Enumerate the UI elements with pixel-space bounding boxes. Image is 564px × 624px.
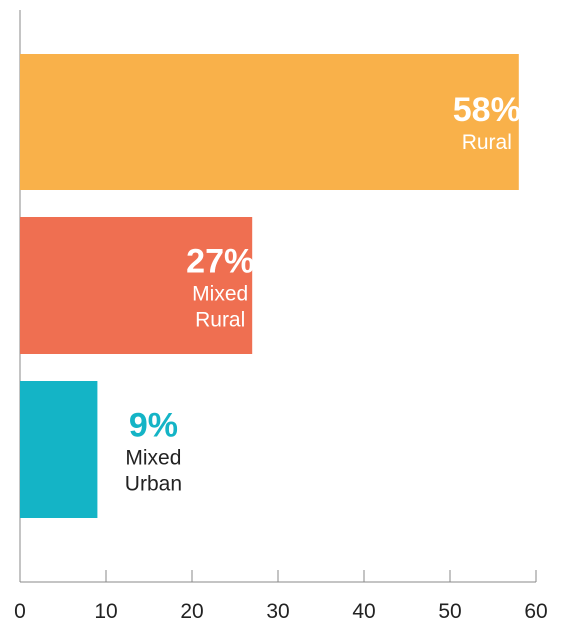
- x-tick-label: 10: [94, 600, 117, 623]
- bar-value-label: 27%: [186, 243, 254, 281]
- bar-value-label: 58%: [453, 91, 521, 129]
- bar-category-label: Mixed: [125, 447, 181, 470]
- x-tick-label: 50: [438, 600, 461, 623]
- x-tick-label: 20: [180, 600, 203, 623]
- bar: [20, 54, 519, 190]
- bar: [20, 217, 253, 354]
- x-axis-ticks: 0 10 20 30 40 50 60: [14, 570, 548, 623]
- bar-category-label: Mixed: [192, 283, 248, 306]
- x-tick-label: 0: [14, 600, 26, 623]
- bar: [20, 381, 98, 518]
- bar-category-label: Rural: [462, 131, 512, 154]
- x-tick-label: 40: [352, 600, 375, 623]
- x-tick-label: 60: [524, 600, 547, 623]
- x-tick-label: 30: [266, 600, 289, 623]
- bar-category-label: Urban: [125, 473, 182, 496]
- bar-category-label: Rural: [195, 309, 245, 332]
- bar-value-label: 9%: [129, 407, 178, 445]
